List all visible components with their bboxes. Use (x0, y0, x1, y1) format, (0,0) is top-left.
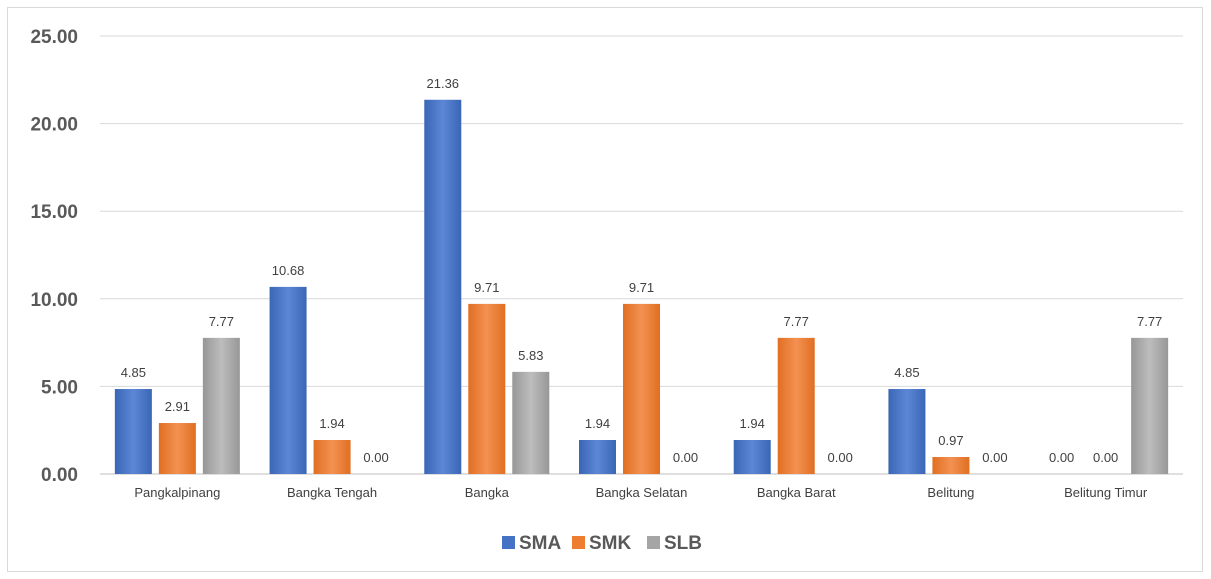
data-label: 0.00 (1049, 450, 1074, 465)
x-tick-label: Bangka (465, 485, 510, 500)
y-tick-label: 5.00 (41, 377, 78, 398)
bar-sma (114, 389, 152, 474)
y-axis: 0.00 5.00 10.00 15.00 20.00 25.00 (30, 27, 78, 486)
data-label: 7.77 (784, 314, 809, 329)
bar-smk (777, 337, 815, 474)
x-tick-label: Belitung (927, 485, 974, 500)
bar-smk (313, 440, 351, 474)
y-tick-label: 0.00 (41, 465, 78, 486)
data-label: 9.71 (629, 280, 654, 295)
y-tick-label: 20.00 (30, 115, 78, 136)
data-label: 1.94 (319, 416, 344, 431)
data-label: 4.85 (121, 365, 146, 380)
legend-swatch-slb (647, 536, 660, 549)
data-labels: 4.85 2.91 7.77 10.68 1.94 0.00 21.36 9.71 5.83 1.… (121, 76, 1163, 465)
x-tick-label: Bangka Selatan (596, 485, 688, 500)
legend-label-slb: SLB (664, 533, 702, 554)
legend: SMA SMK SLB (502, 533, 702, 554)
bar-slb (202, 337, 240, 474)
x-tick-label: Pangkalpinang (134, 485, 220, 500)
data-label: 1.94 (585, 416, 610, 431)
bar-sma (424, 99, 462, 474)
bar-smk (623, 303, 660, 474)
x-axis: Pangkalpinang Bangka Tengah Bangka Bangka S… (134, 485, 1148, 500)
y-tick-label: 10.00 (30, 290, 78, 311)
data-label: 2.91 (165, 399, 190, 414)
data-label: 0.97 (938, 433, 963, 448)
bar-sma (888, 389, 926, 474)
bar-smk (932, 457, 970, 474)
y-tick-label: 15.00 (30, 202, 78, 223)
data-label: 0.00 (363, 450, 388, 465)
x-tick-label: Bangka Barat (757, 485, 836, 500)
data-label: 7.77 (1137, 314, 1162, 329)
bar-smk (158, 423, 196, 474)
data-label: 1.94 (740, 416, 765, 431)
bar-sma (733, 440, 771, 474)
bar-sma (579, 440, 616, 474)
bar-smk (468, 303, 506, 474)
data-label: 5.83 (518, 348, 543, 363)
data-label: 21.36 (427, 76, 460, 91)
bar-slb (512, 371, 550, 474)
legend-swatch-sma (502, 536, 515, 549)
legend-label-smk: SMK (589, 533, 632, 554)
data-label: 0.00 (673, 450, 698, 465)
data-label: 9.71 (474, 280, 499, 295)
bars (114, 99, 1169, 474)
data-label: 7.77 (209, 314, 234, 329)
x-tick-label: Belitung Timur (1064, 485, 1148, 500)
chart-frame (7, 7, 1203, 572)
legend-swatch-smk (572, 536, 585, 549)
data-label: 4.85 (894, 365, 919, 380)
data-label: 0.00 (828, 450, 853, 465)
data-label: 0.00 (1093, 450, 1118, 465)
legend-label-sma: SMA (519, 533, 562, 554)
data-label: 10.68 (272, 263, 305, 278)
x-tick-label: Bangka Tengah (287, 485, 377, 500)
data-label: 0.00 (982, 450, 1007, 465)
bar-slb (1131, 337, 1169, 474)
y-tick-label: 25.00 (30, 27, 78, 48)
bar-sma (269, 286, 307, 474)
